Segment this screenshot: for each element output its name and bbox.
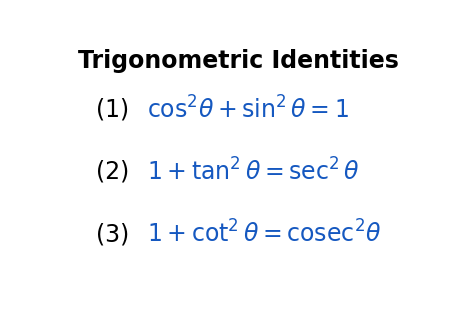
Text: $\cos^2\!\theta + \sin^2\theta = 1$: $\cos^2\!\theta + \sin^2\theta = 1$ bbox=[147, 96, 349, 123]
Text: (2): (2) bbox=[96, 160, 129, 184]
Text: $1 + \cot^2\theta = \mathrm{cosec}^2\theta$: $1 + \cot^2\theta = \mathrm{cosec}^2\the… bbox=[147, 221, 382, 248]
Text: (3): (3) bbox=[96, 222, 129, 246]
Text: $1 + \tan^2\theta = \sec^2\theta$: $1 + \tan^2\theta = \sec^2\theta$ bbox=[147, 158, 360, 186]
Text: (1): (1) bbox=[96, 98, 129, 121]
Text: Trigonometric Identities: Trigonometric Identities bbox=[78, 49, 399, 73]
